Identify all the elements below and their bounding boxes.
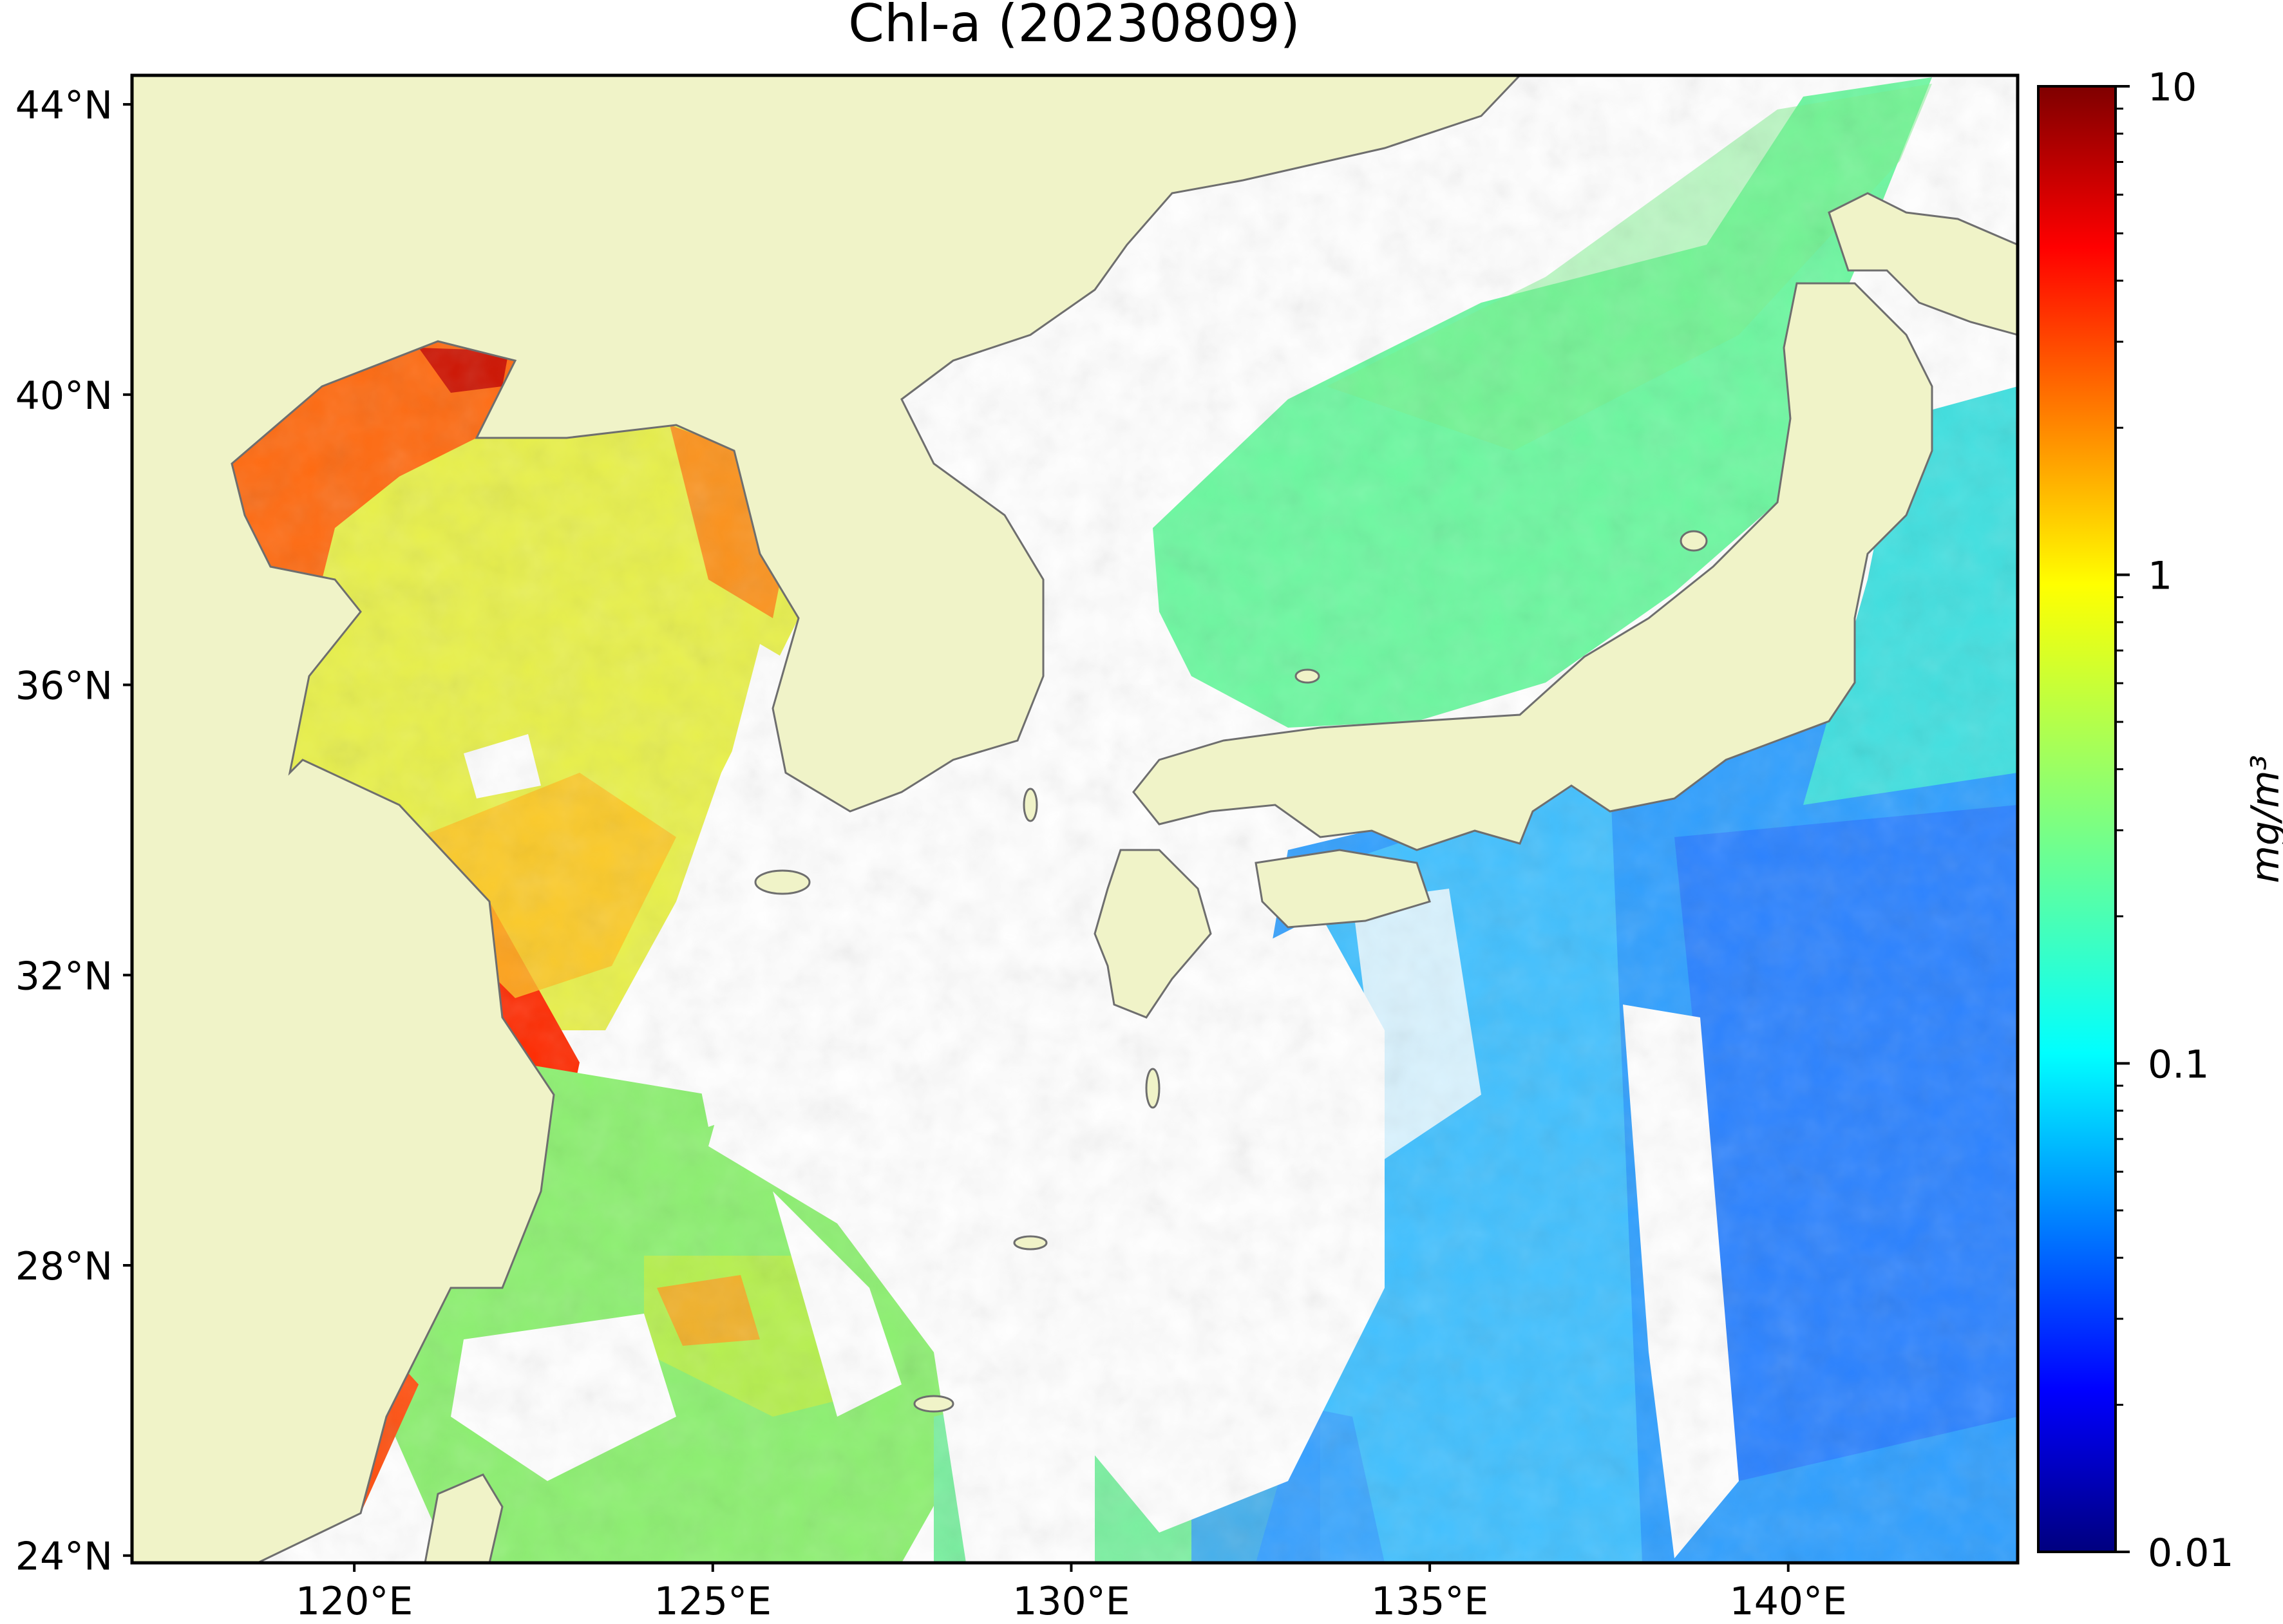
- oki-island: [1294, 668, 1320, 684]
- tanegashima-island: [1145, 1068, 1160, 1109]
- colorbar-tick-label: 0.01: [2148, 1531, 2234, 1576]
- colorbar: 10 1 0.1 0.01 mg/m³: [2037, 65, 2283, 1576]
- lat-label: 28°N: [15, 1244, 113, 1289]
- sado-island: [1680, 530, 1708, 552]
- jeju-island: [754, 869, 811, 895]
- lat-label: 40°N: [15, 373, 113, 419]
- lat-label: 44°N: [15, 83, 113, 128]
- colorbar-tick-label: 1: [2148, 554, 2172, 599]
- map-title: Chl-a (20230809): [848, 0, 1300, 53]
- lon-label: 120°E: [296, 1579, 413, 1624]
- longitude-axis: 120°E 125°E 130°E 135°E 140°E: [296, 1563, 1847, 1624]
- lat-label: 24°N: [15, 1534, 113, 1580]
- latitude-axis: 44°N 40°N 36°N 32°N 28°N 24°N: [15, 83, 132, 1580]
- colorbar-tick-label: 0.1: [2148, 1042, 2209, 1087]
- taiwan: [424, 1473, 504, 1563]
- colorbar-tick-label: 10: [2148, 65, 2197, 110]
- lon-label: 130°E: [1012, 1579, 1130, 1624]
- japan-hokkaido: [1828, 192, 2018, 336]
- lat-label: 32°N: [15, 954, 113, 999]
- japan-shikoku: [1255, 849, 1431, 929]
- okinawa-island: [913, 1395, 954, 1413]
- asian-mainland: [132, 75, 1522, 1563]
- amami-island: [1013, 1235, 1048, 1251]
- map-area: [132, 75, 2018, 1563]
- colorbar-label: mg/m³: [2243, 755, 2283, 883]
- tsushima-island: [1023, 788, 1038, 822]
- lon-label: 135°E: [1371, 1579, 1488, 1624]
- japan-honshu: [1132, 282, 1933, 851]
- lat-label: 36°N: [15, 664, 113, 709]
- lon-label: 140°E: [1730, 1579, 1847, 1624]
- colorbar-gradient: [2037, 85, 2117, 1553]
- japan-kyushu: [1094, 849, 1212, 1019]
- map-frame: [130, 73, 2020, 1565]
- colorbar-ticks: 10 1 0.1 0.01: [2116, 65, 2234, 1576]
- land-masses: [132, 75, 2018, 1563]
- lon-label: 125°E: [654, 1579, 772, 1624]
